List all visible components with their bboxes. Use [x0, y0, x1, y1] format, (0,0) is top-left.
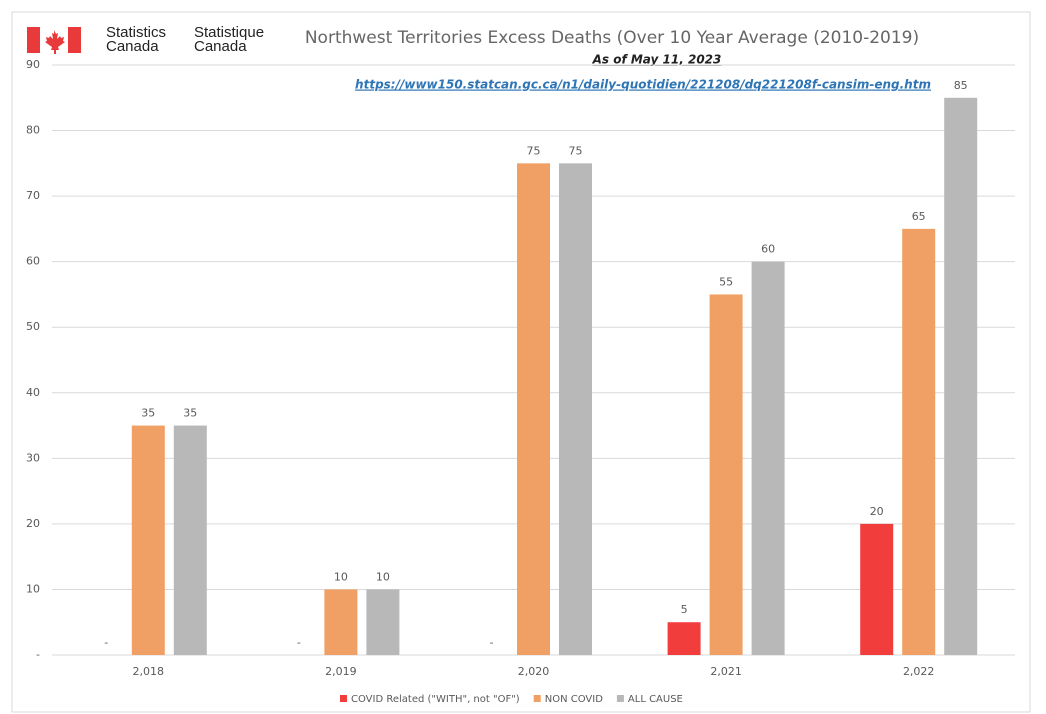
value-label: 20: [870, 505, 884, 518]
value-label: 5: [681, 603, 688, 616]
value-label: 10: [376, 570, 390, 583]
bar: [366, 589, 400, 655]
value-label: 55: [719, 275, 733, 288]
value-label: -: [297, 636, 301, 649]
logo-text: Statistique: [194, 24, 264, 41]
logo-flag: [27, 27, 81, 54]
logo-text: Canada: [106, 38, 159, 55]
logo-text: Statistics: [106, 24, 166, 41]
bar: [944, 97, 978, 656]
y-tick-label: 40: [26, 386, 40, 399]
x-tick-label: 2,021: [710, 665, 742, 678]
y-tick-label: 20: [26, 517, 40, 530]
bar: [902, 228, 936, 655]
x-tick-label: 2,019: [325, 665, 357, 678]
bar: [860, 523, 894, 655]
bar: [751, 261, 785, 655]
chart-subtitle: As of May 11, 2023: [592, 53, 722, 67]
bar: [173, 425, 207, 655]
y-tick-label: 70: [26, 189, 40, 202]
bar: [667, 622, 701, 655]
legend-swatch: [340, 695, 347, 702]
y-tick-label: 50: [26, 320, 40, 333]
value-label: 65: [912, 210, 926, 223]
value-label: 75: [527, 144, 541, 157]
value-label: 35: [141, 407, 155, 420]
legend-label: NON COVID: [545, 694, 603, 705]
chart-title: Northwest Territories Excess Deaths (Ove…: [305, 28, 919, 48]
x-tick-label: 2,020: [518, 665, 550, 678]
bar: [709, 294, 743, 655]
bar: [517, 163, 550, 656]
source-link[interactable]: https://www150.statcan.gc.ca/n1/daily-qu…: [355, 78, 931, 92]
y-tick-label: 90: [26, 58, 40, 71]
legend-swatch: [533, 695, 541, 702]
value-label: 10: [334, 570, 348, 583]
value-label: 35: [183, 407, 197, 420]
y-tick-label: -: [36, 648, 40, 661]
x-tick-label: 2,022: [903, 665, 935, 678]
y-tick-label: 60: [26, 255, 40, 268]
value-label: -: [490, 636, 494, 649]
bar: [324, 589, 358, 655]
bar: [131, 425, 165, 655]
logo-text: Canada: [194, 38, 247, 55]
legend-swatch: [616, 695, 624, 702]
y-tick-label: 10: [26, 582, 40, 595]
value-label: -: [104, 636, 108, 649]
legend-label: COVID Related ("WITH", not "OF"): [351, 694, 520, 705]
bar: [559, 163, 592, 656]
y-tick-label: 80: [26, 124, 40, 137]
y-tick-label: 30: [26, 451, 40, 464]
legend-label: ALL CAUSE: [628, 694, 683, 705]
x-tick-label: 2,018: [133, 665, 165, 678]
value-label: 85: [954, 79, 968, 92]
value-label: 60: [761, 243, 775, 256]
value-label: 75: [569, 144, 583, 157]
